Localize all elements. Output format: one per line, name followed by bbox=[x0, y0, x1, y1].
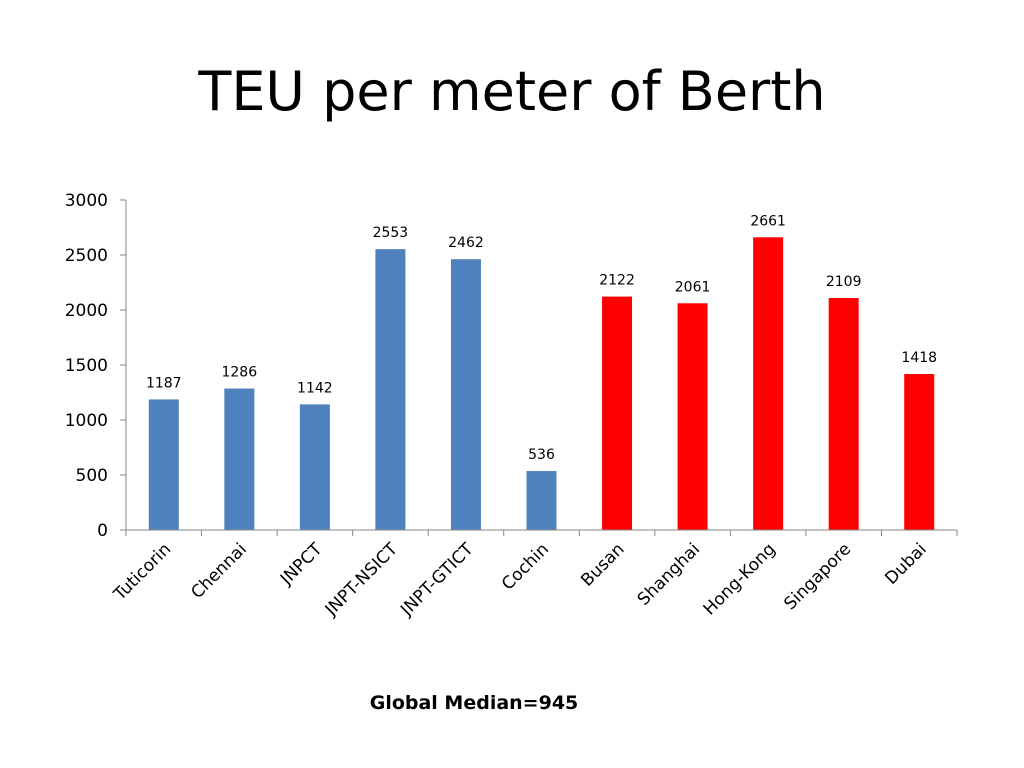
bars bbox=[148, 237, 935, 531]
x-tick-label: JNPT-NSICT bbox=[321, 539, 403, 621]
bar bbox=[677, 303, 708, 530]
bar bbox=[299, 404, 330, 530]
x-tick-label: Busan bbox=[577, 539, 628, 590]
global-median-note: Global Median=945 bbox=[369, 692, 579, 714]
x-tick-label: Tuticorin bbox=[109, 539, 175, 605]
bar bbox=[148, 399, 179, 530]
bar bbox=[753, 237, 784, 531]
bar bbox=[904, 374, 935, 530]
data-label: 1187 bbox=[146, 375, 182, 391]
x-tick-label: Shanghai bbox=[634, 539, 704, 609]
y-tick-label: 3000 bbox=[65, 191, 108, 211]
bar bbox=[450, 259, 481, 530]
y-axis: 0 500 1000 1500 2000 2500 3000 bbox=[65, 191, 126, 541]
y-tick-label: 2000 bbox=[65, 301, 108, 321]
data-label: 2122 bbox=[599, 273, 635, 289]
y-tick-label: 500 bbox=[76, 466, 108, 486]
data-label: 536 bbox=[528, 447, 555, 463]
data-label: 1286 bbox=[221, 365, 257, 381]
data-label: 1142 bbox=[297, 380, 333, 396]
data-label: 2462 bbox=[448, 235, 484, 251]
x-tick-label: Cochin bbox=[498, 539, 553, 594]
x-tick-label: Chennai bbox=[187, 539, 250, 602]
x-tick-label: Dubai bbox=[881, 539, 930, 588]
data-label: 1418 bbox=[901, 350, 937, 366]
data-label: 2661 bbox=[750, 213, 786, 229]
data-label: 2553 bbox=[373, 225, 409, 241]
data-label: 2061 bbox=[675, 279, 711, 295]
y-tick-label: 0 bbox=[97, 521, 108, 541]
y-tick-label: 2500 bbox=[65, 246, 108, 266]
y-tick-label: 1500 bbox=[65, 356, 108, 376]
x-tick-label: JNPT-GTICT bbox=[396, 539, 478, 621]
bar bbox=[375, 249, 406, 531]
x-axis: Tuticorin Chennai JNPCTJNPT-NSICTJNPT-GTIC… bbox=[109, 530, 958, 621]
x-tick-label: Singapore bbox=[780, 539, 855, 614]
x-tick-label: JNPCT bbox=[276, 539, 327, 590]
data-label: 2109 bbox=[826, 274, 862, 290]
y-tick-label: 1000 bbox=[65, 411, 108, 431]
bar bbox=[828, 298, 859, 530]
bar bbox=[224, 388, 255, 530]
data-labels: 1187 1286 1142 2553 2462 536 2122 2061 2661 2109 1… bbox=[146, 213, 937, 463]
bar bbox=[602, 296, 633, 530]
x-tick-label: Hong-Kong bbox=[700, 539, 780, 619]
bar bbox=[526, 471, 557, 530]
slide-title: TEU per meter of Berth bbox=[198, 60, 826, 123]
